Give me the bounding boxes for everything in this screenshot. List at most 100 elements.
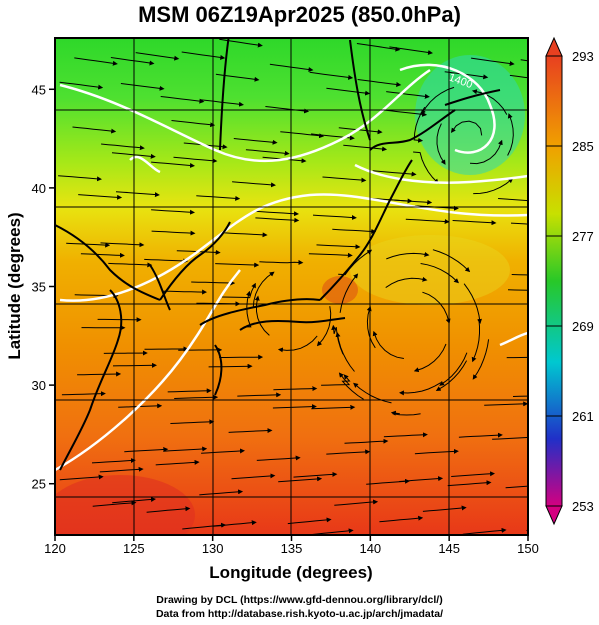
y-tick-label: 45 — [32, 82, 46, 97]
streamline — [343, 144, 388, 152]
streamline — [135, 52, 180, 61]
streamline — [458, 432, 503, 438]
streamline — [420, 263, 459, 284]
streamline — [339, 273, 359, 313]
streamline — [228, 428, 273, 434]
streamline — [110, 57, 155, 66]
streamline — [413, 343, 447, 373]
map-plot-area: 1400 — [55, 38, 528, 535]
streamline — [219, 38, 263, 48]
streamline — [316, 244, 361, 250]
streamline — [463, 283, 482, 324]
y-tick-label: 40 — [32, 181, 46, 196]
streamline — [389, 46, 433, 55]
x-tick-label: 145 — [438, 541, 460, 556]
streamline — [287, 517, 332, 525]
streamline — [507, 113, 514, 156]
streamline — [399, 476, 444, 482]
streamline — [245, 149, 290, 156]
x-axis-label: Longitude (degrees) — [209, 563, 372, 582]
colorbar-tick-label: 269 — [572, 319, 594, 334]
streamline — [243, 290, 252, 328]
colorbar-gradient — [545, 55, 563, 507]
streamline — [398, 382, 442, 396]
streamline — [259, 259, 304, 265]
streamline — [372, 170, 417, 177]
streamline — [326, 87, 371, 96]
streamline — [208, 363, 253, 369]
credit-line-2: Data from http://database.rish.kyoto-u.a… — [155, 608, 444, 620]
streamline — [432, 249, 471, 273]
streamline — [160, 96, 205, 104]
y-tick-label: 30 — [32, 378, 46, 393]
streamline — [144, 258, 189, 264]
colorbar-tick-label: 253 — [572, 499, 594, 514]
colorbar-ticks: 293 285 277 269 261 253 — [546, 49, 594, 514]
streamline — [341, 374, 364, 400]
streamline — [484, 401, 528, 407]
streamline — [471, 89, 508, 115]
streamline — [120, 83, 165, 91]
streamline — [273, 386, 318, 392]
streamline — [383, 109, 428, 117]
y-axis: 25 30 35 40 45 — [32, 82, 55, 492]
streamline — [112, 496, 156, 504]
credit-line-1: Drawing by DCL (https://www.gfd-dennou.o… — [156, 594, 443, 606]
streamline — [447, 480, 492, 487]
streamline — [277, 335, 318, 353]
streamline — [272, 404, 317, 410]
streamline — [334, 499, 379, 506]
streamline — [108, 262, 153, 268]
streamline — [450, 120, 483, 136]
streamline — [58, 175, 102, 182]
streamline — [252, 271, 275, 308]
graticule — [55, 38, 528, 535]
streamline — [78, 194, 123, 200]
streamline — [199, 489, 244, 496]
streamline — [173, 156, 218, 164]
streamline — [174, 394, 219, 400]
streamline — [383, 432, 428, 438]
streamline — [309, 71, 354, 80]
streamline — [59, 474, 104, 481]
streamline — [505, 485, 528, 489]
streamline — [471, 57, 515, 66]
streamline — [237, 392, 282, 398]
warm-region-southwest — [55, 475, 195, 535]
streamline — [386, 91, 430, 99]
streamline — [353, 382, 392, 404]
y-tick-label: 25 — [32, 477, 46, 492]
streamline — [471, 319, 480, 363]
streamline — [316, 306, 332, 347]
streamline — [366, 305, 376, 349]
streamline — [92, 500, 137, 507]
streamline — [526, 529, 528, 531]
x-tick-label: 125 — [123, 541, 145, 556]
streamline — [413, 151, 439, 184]
streamline — [322, 176, 367, 183]
colorbar-tick-label: 293 — [572, 49, 594, 64]
streamline — [344, 438, 389, 444]
streamline — [312, 214, 357, 221]
streamline — [115, 191, 160, 198]
streamline — [422, 291, 451, 324]
streamline — [356, 43, 401, 52]
streamline — [171, 120, 216, 128]
streamline — [278, 476, 323, 483]
x-tick-label: 135 — [281, 541, 303, 556]
x-tick-label: 150 — [517, 541, 539, 556]
streamline — [91, 457, 136, 464]
chart-title: MSM 06Z19Apr2025 (850.0hPa) — [138, 2, 461, 27]
streamline — [414, 448, 459, 455]
streamline — [223, 232, 268, 238]
streamline — [221, 282, 256, 299]
streamline — [170, 419, 215, 425]
streamline — [372, 330, 404, 359]
y-tick-label: 35 — [32, 280, 46, 295]
colorbar-top-triangle — [545, 36, 563, 57]
streamline — [308, 252, 353, 258]
streamline — [124, 446, 169, 453]
streamline — [421, 86, 455, 115]
streamline — [422, 505, 467, 512]
streamline — [390, 410, 421, 416]
